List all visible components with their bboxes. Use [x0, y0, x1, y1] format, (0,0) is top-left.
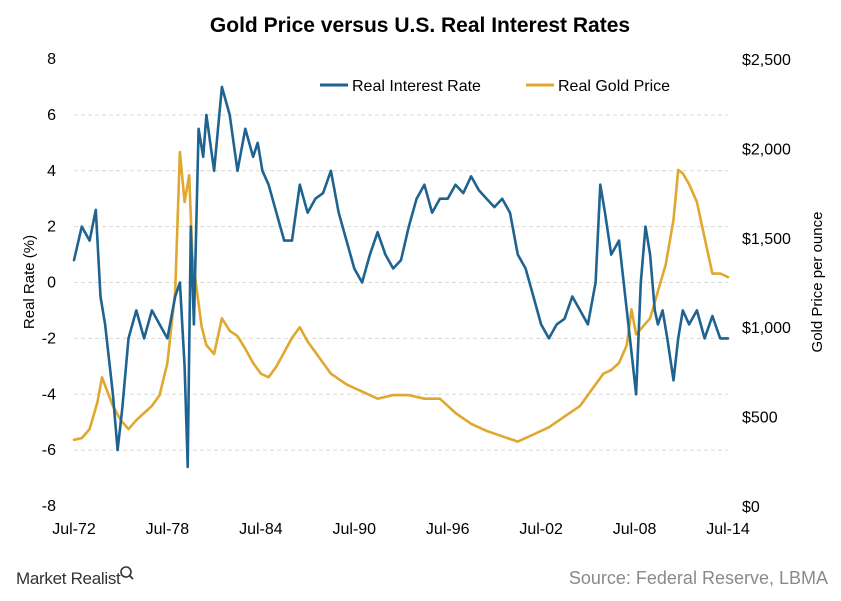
x-axis-ticks: Jul-72 Jul-78 Jul-84 Jul-90 Jul-96 Jul-02 Jul-…: [52, 521, 750, 538]
real-interest-rate-line: [72, 85, 730, 469]
y-tick-label: 6: [47, 107, 56, 124]
y2-tick-label: $2,500: [742, 52, 791, 69]
y2-tick-label: $0: [742, 499, 760, 516]
x-tick-label: Jul-90: [332, 521, 376, 538]
y2-tick-label: $500: [742, 410, 778, 427]
x-tick-label: Jul-78: [146, 521, 190, 538]
x-tick-label: Jul-08: [613, 521, 657, 538]
y-tick-label: 4: [47, 163, 56, 180]
y2-tick-label: $2,000: [742, 141, 791, 158]
legend-label-real-gold-price: Real Gold Price: [558, 78, 670, 95]
right-axis-ticks: $2,500 $2,000 $1,500 $1,000 $500 $0: [742, 52, 791, 516]
series-lines: [72, 85, 730, 469]
y-tick-label: -2: [42, 330, 56, 347]
brand-name: Market Realist: [16, 569, 121, 588]
legend-label-real-interest-rate: Real Interest Rate: [352, 78, 481, 95]
source-note: Source: Federal Reserve, LBMA: [569, 568, 828, 588]
y-tick-label: 0: [47, 275, 56, 292]
gridlines: [74, 114, 728, 451]
y-tick-label: -6: [42, 442, 56, 459]
real-gold-price-line: [72, 150, 730, 443]
y-tick-label: -8: [42, 498, 56, 515]
chart-title: Gold Price versus U.S. Real Interest Rat…: [210, 14, 630, 37]
left-axis-label: Real Rate (%): [21, 235, 38, 329]
right-axis-label: Gold Price per ounce: [809, 212, 826, 353]
x-tick-label: Jul-14: [706, 521, 750, 538]
magnifier-icon: [120, 566, 134, 580]
y2-tick-label: $1,000: [742, 320, 791, 337]
y-tick-label: 2: [47, 219, 56, 236]
y-tick-label: 8: [47, 51, 56, 68]
y2-tick-label: $1,500: [742, 231, 791, 248]
x-tick-label: Jul-84: [239, 521, 283, 538]
x-tick-label: Jul-02: [519, 521, 563, 538]
y-tick-label: -4: [42, 386, 56, 403]
x-tick-label: Jul-96: [426, 521, 470, 538]
legend: Real Interest Rate Real Gold Price: [320, 78, 670, 95]
left-axis-ticks: 8 6 4 2 0 -2 -4 -6 -8: [42, 51, 56, 515]
market-realist-logo: Market Realist: [16, 566, 134, 588]
x-tick-label: Jul-72: [52, 521, 96, 538]
